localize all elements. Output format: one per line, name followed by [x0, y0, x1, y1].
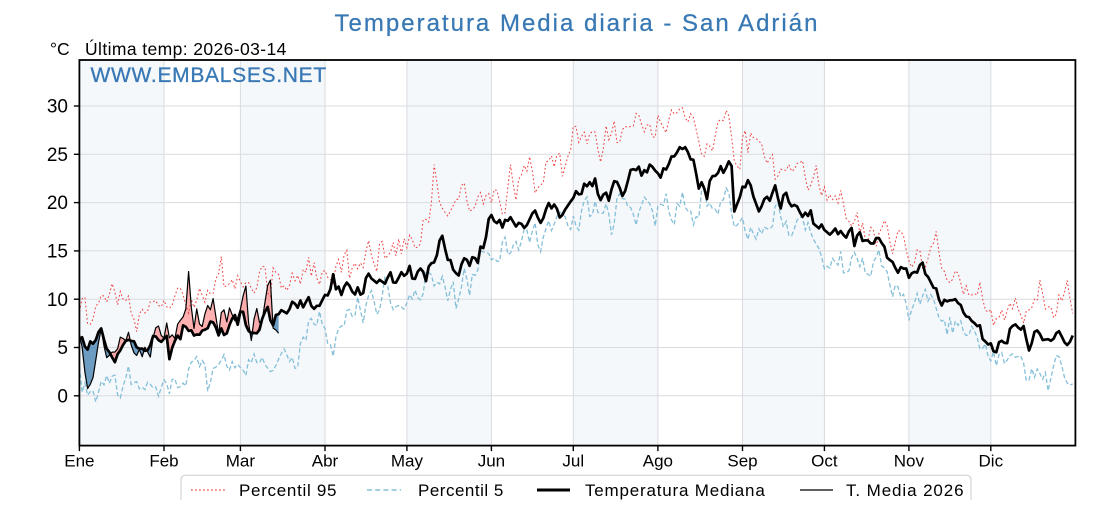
svg-text:T. Media 2026: T. Media 2026 [846, 481, 965, 500]
svg-text:Jul: Jul [562, 452, 584, 471]
svg-text:20: 20 [47, 193, 68, 214]
svg-text:Última temp: 2026-03-14: Última temp: 2026-03-14 [85, 38, 287, 59]
svg-text:5: 5 [57, 338, 68, 359]
svg-text:25: 25 [47, 145, 68, 166]
svg-text:Nov: Nov [894, 452, 925, 471]
svg-text:10: 10 [47, 290, 68, 311]
svg-text:30: 30 [47, 97, 68, 118]
svg-text:Percentil 5: Percentil 5 [418, 481, 504, 500]
svg-text:Ago: Ago [643, 452, 673, 471]
svg-text:Mar: Mar [226, 452, 256, 471]
svg-text:Ene: Ene [64, 452, 94, 471]
svg-text:Percentil 95: Percentil 95 [239, 481, 337, 500]
svg-text:Temperatura Mediana: Temperatura Mediana [585, 481, 766, 500]
svg-text:Abr: Abr [312, 452, 339, 471]
svg-text:Sep: Sep [727, 452, 757, 471]
svg-text:Dic: Dic [979, 452, 1004, 471]
svg-text:May: May [391, 452, 424, 471]
svg-text:°C: °C [50, 39, 70, 59]
svg-text:Jun: Jun [478, 452, 505, 471]
svg-text:0: 0 [57, 386, 68, 407]
svg-text:Oct: Oct [811, 452, 838, 471]
svg-text:WWW.EMBALSES.NET: WWW.EMBALSES.NET [91, 64, 327, 87]
svg-text:15: 15 [47, 242, 68, 263]
svg-text:Temperatura Media diaria - San: Temperatura Media diaria - San Adrián [335, 10, 820, 37]
svg-text:Feb: Feb [149, 452, 178, 471]
